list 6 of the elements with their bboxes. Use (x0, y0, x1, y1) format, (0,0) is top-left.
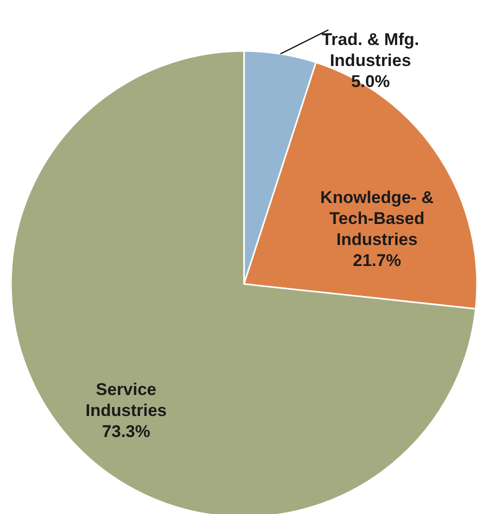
data-label: 73.3% (102, 422, 150, 441)
data-label: 21.7% (352, 250, 402, 270)
data-label: 5.0% (351, 72, 390, 91)
slice-label: Service Industries (86, 380, 167, 420)
slice-label: Knowledge- & Tech-Based Industries (320, 188, 434, 249)
slice-label: Trad. & Mfg. Industries (322, 30, 420, 70)
